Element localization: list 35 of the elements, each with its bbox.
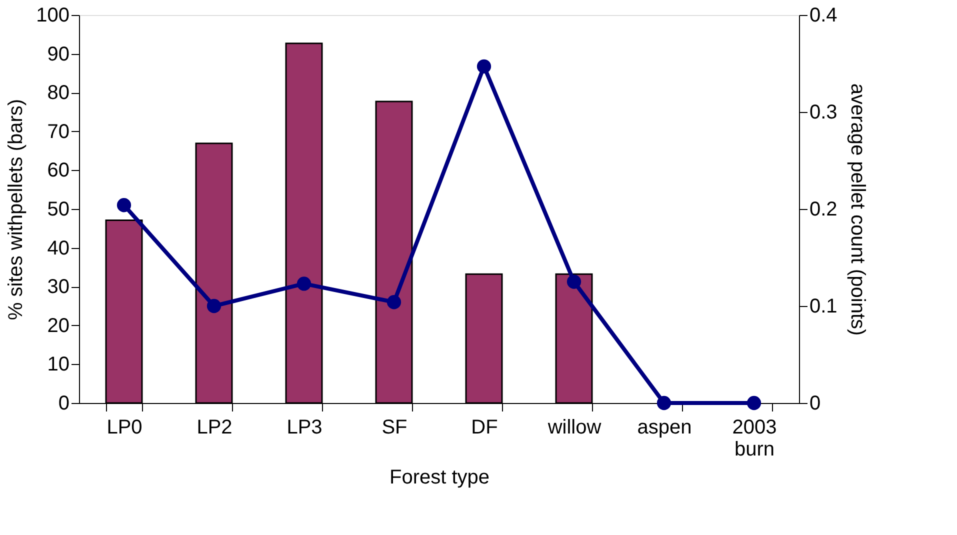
y-tick-label: 90 (47, 43, 70, 66)
x-tick-label: LP2 (196, 416, 232, 438)
x-axis-title: Forest type (389, 466, 490, 488)
y-tick-label: 20 (47, 314, 70, 337)
x-tick-label: SF (382, 416, 408, 438)
point (296, 276, 312, 291)
point (746, 396, 762, 410)
point (566, 274, 582, 289)
y2-tick-label: 0.2 (810, 198, 838, 220)
y2-tick-label: 0.4 (810, 4, 838, 26)
y-tick-label: 0 (58, 392, 70, 414)
y-tick-label: 60 (47, 160, 70, 182)
y-axis-title: % sites withpellets (bars) (5, 98, 28, 320)
point (386, 295, 402, 310)
y-tick-label: 100 (36, 4, 70, 26)
x-tick-label: willow (546, 416, 602, 438)
y2-axis-title: average pellet count (points) (846, 83, 868, 336)
x-tick-label: DF (471, 416, 498, 438)
x-tick-label: LP0 (106, 416, 142, 438)
y2-tick-label: 0.3 (810, 102, 838, 124)
point (116, 198, 132, 212)
point (656, 396, 672, 410)
point (476, 59, 492, 74)
x-tick-label: LP3 (286, 416, 322, 438)
y-tick-label: 30 (47, 276, 70, 298)
point (206, 298, 222, 314)
x-tick-label: 2003 burn (732, 416, 777, 460)
y-tick-label: 10 (47, 354, 70, 376)
y-tick-label: 50 (47, 198, 70, 220)
y-tick-label: 70 (47, 120, 70, 143)
y2-tick-label: 0 (810, 392, 821, 414)
y-tick-label: 40 (47, 237, 70, 260)
y2-tick-label: 0.1 (810, 296, 838, 318)
x-tick-label: aspen (637, 416, 692, 438)
y-tick-label: 80 (47, 82, 70, 104)
